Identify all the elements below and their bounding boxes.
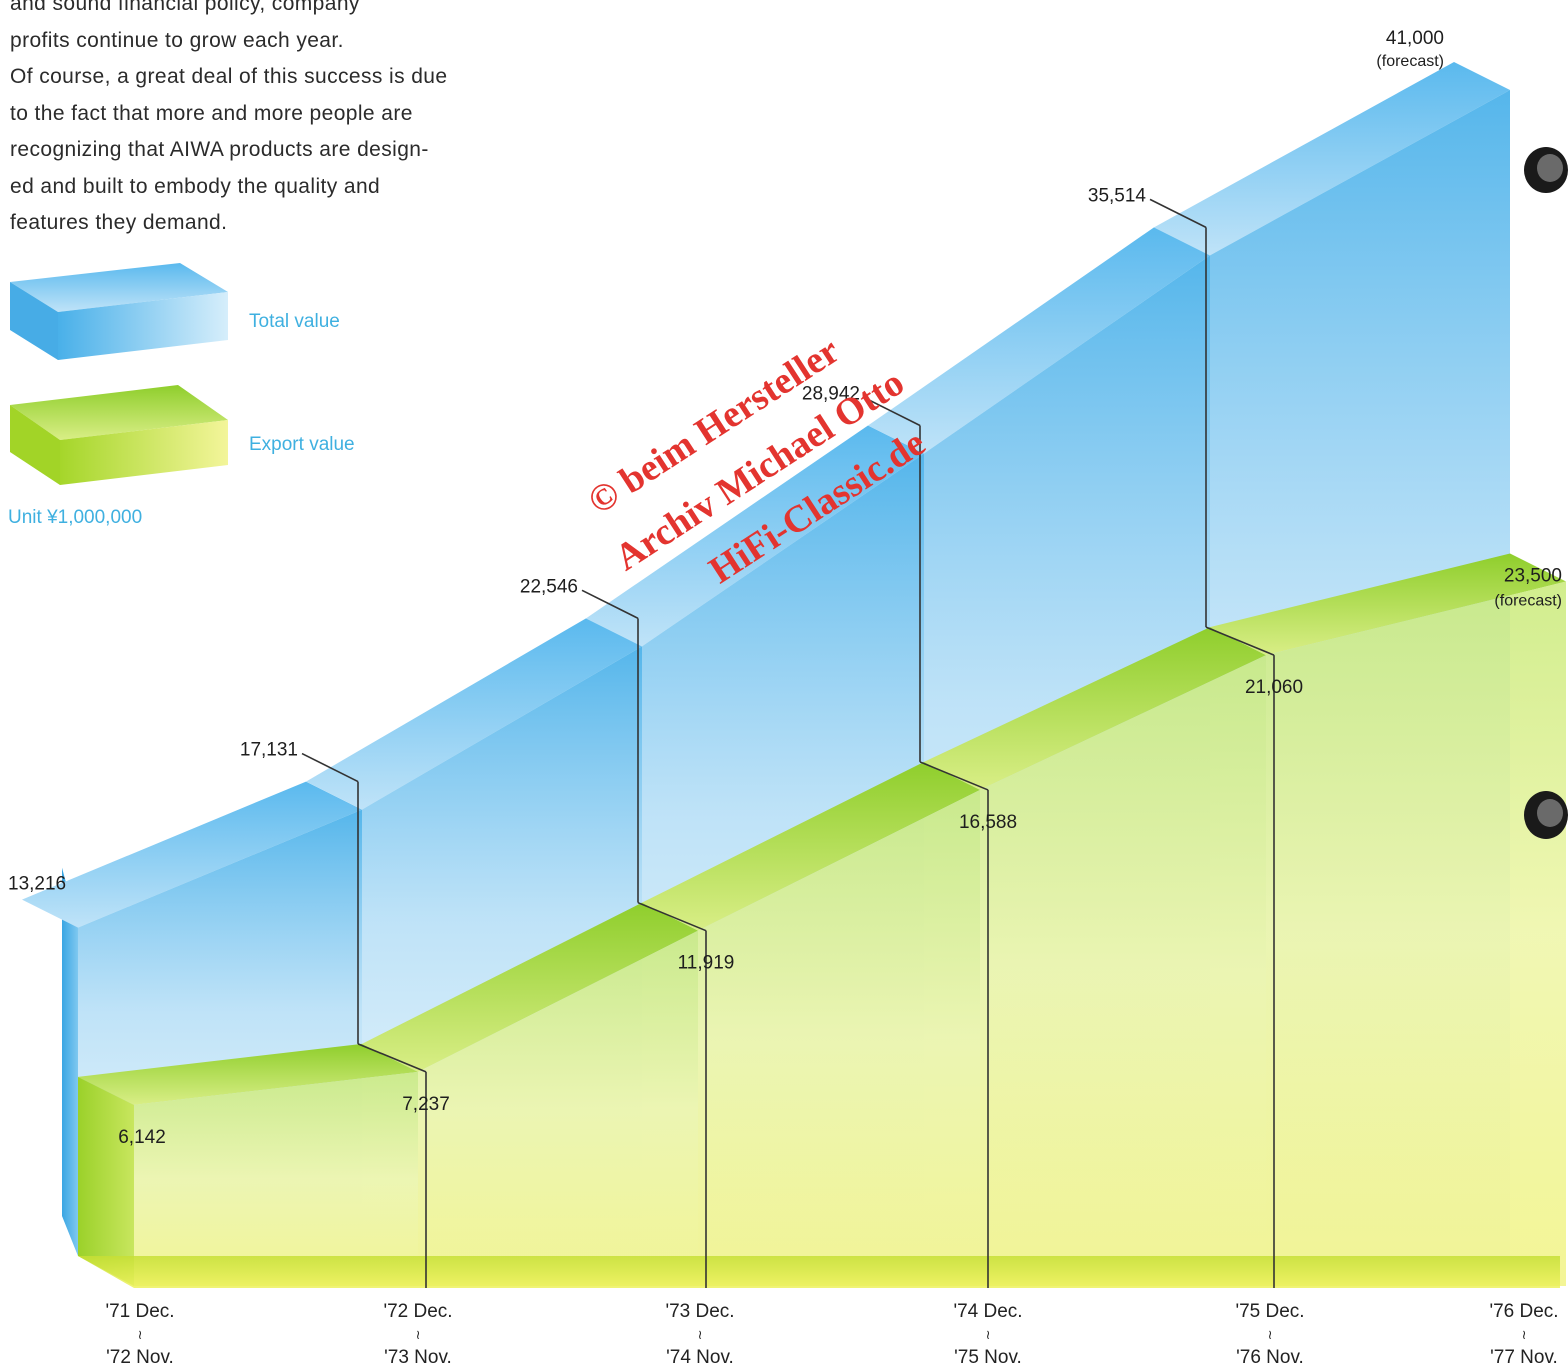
x-tick-label-bottom: '74 Nov. [666, 1347, 734, 1368]
x-tick-label-bottom: '76 Nov. [1236, 1347, 1304, 1368]
x-tick-label-tilde: ≀ [1522, 1327, 1527, 1342]
legend-label-total: Total value [249, 311, 340, 332]
x-tick-label-bottom: '73 Nov. [384, 1347, 452, 1368]
export-front-face [134, 1071, 418, 1286]
unit-label: Unit ¥1,000,000 [8, 507, 142, 528]
total-value-label: 13,216 [8, 874, 66, 895]
x-tick-label-tilde: ≀ [698, 1327, 703, 1342]
export-top-face [78, 1043, 418, 1105]
x-tick-label-top: '74 Dec. [953, 1301, 1022, 1322]
total-top-face [586, 425, 924, 647]
export-value-label: 6,142 [118, 1127, 166, 1148]
export-forecast-note: (forecast) [1494, 593, 1562, 610]
binder-hole-shine [1537, 154, 1563, 182]
intro-line: profits continue to grow each year. [10, 28, 344, 52]
export-front-face [698, 789, 980, 1286]
chart-marks: 13,216 6,142 17,131 7,237 22,546 11,919 28,942… [8, 28, 1562, 1368]
export-top-face [924, 627, 1266, 790]
total-value-label: 28,942 [802, 384, 860, 405]
total-top-face [22, 781, 362, 928]
export-value-label: 16,588 [959, 812, 1017, 833]
x-tick-label-tilde: ≀ [1268, 1327, 1273, 1342]
intro-line: features they demand. [10, 211, 228, 234]
total-step-edge [581, 589, 639, 620]
x-tick-label-tilde: ≀ [986, 1327, 991, 1342]
export-step-edge [637, 901, 707, 932]
legend-swatch-export [10, 385, 228, 485]
total-value-label: 41,000 [1386, 28, 1444, 49]
export-value-label: 21,060 [1245, 677, 1303, 698]
export-front-face [1266, 581, 1566, 1286]
x-tick-label-bottom: '72 Nov. [106, 1347, 174, 1368]
total-step-edge [1149, 198, 1207, 229]
export-step-edge [1205, 626, 1275, 656]
intro-line: and sound financial policy, company [10, 0, 360, 15]
intro-line: to the fact that more and more people ar… [10, 101, 413, 125]
x-tick-label-bottom: '75 Nov. [954, 1347, 1022, 1368]
intro-line: recognizing that AIWA products are desig… [10, 138, 429, 161]
total-value-label: 35,514 [1088, 185, 1147, 206]
total-value-label: 22,546 [520, 576, 578, 597]
chart-areas [22, 62, 1566, 1288]
x-tick-label-top: '71 Dec. [105, 1301, 174, 1322]
intro-line: Of course, a great deal of this success … [10, 65, 448, 88]
total-side-face [62, 867, 78, 1256]
export-front-face [418, 930, 698, 1286]
total-step-edge [863, 396, 921, 427]
export-value-label: 11,919 [678, 953, 735, 974]
export-step-edge [357, 1043, 427, 1073]
x-tick-label-tilde: ≀ [416, 1327, 421, 1342]
total-forecast-note: (forecast) [1376, 53, 1444, 70]
export-top-face [362, 902, 698, 1072]
intro-line: ed and built to embody the quality and [10, 174, 381, 198]
export-top-face [642, 761, 980, 931]
export-side-face [78, 1076, 134, 1286]
total-top-face [1154, 62, 1510, 256]
binder-hole-shine [1537, 799, 1563, 827]
x-tick-label-bottom: '77 Nov. [1490, 1347, 1558, 1368]
export-front-face [980, 655, 1266, 1286]
x-tick-label-top: '76 Dec. [1489, 1301, 1558, 1322]
x-tick-label-top: '72 Dec. [383, 1301, 452, 1322]
intro-paragraph: and sound financial policy, company prof… [10, 0, 530, 242]
total-top-face [868, 227, 1210, 454]
x-tick-label-top: '75 Dec. [1235, 1301, 1304, 1322]
legend-swatch-total [10, 263, 228, 360]
x-tick-label-top: '73 Dec. [665, 1301, 734, 1322]
export-value-label: 7,237 [402, 1094, 450, 1115]
total-step-edge [301, 752, 359, 783]
legend: Total value Export value Unit ¥1,000,000 [8, 263, 355, 528]
total-top-face [306, 618, 642, 810]
export-top-face [1210, 553, 1566, 656]
total-value-label: 17,131 [240, 740, 298, 761]
legend-label-export: Export value [249, 434, 355, 455]
x-tick-label-tilde: ≀ [138, 1327, 143, 1342]
chart-floor [78, 1256, 1560, 1288]
export-step-edge [919, 761, 989, 791]
export-value-label: 23,500 [1504, 566, 1562, 587]
binder-holes [1524, 147, 1568, 839]
